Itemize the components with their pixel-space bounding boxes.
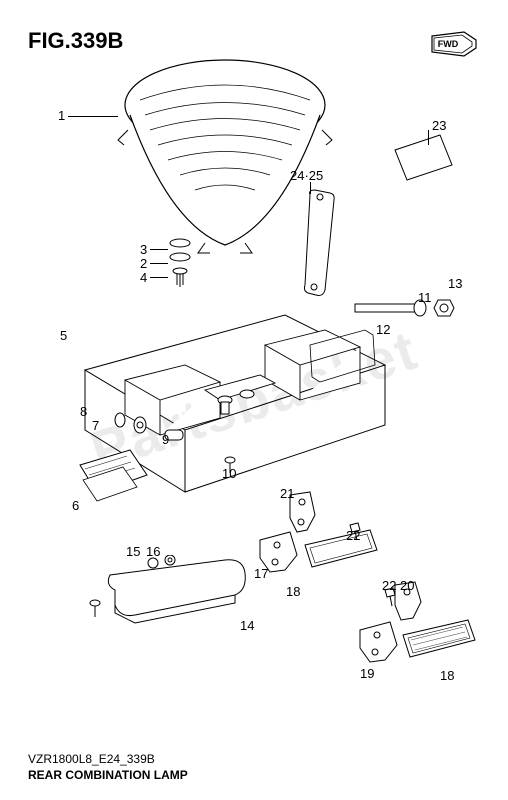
small-parts-789-drawing [110,405,250,475]
callout-5: 5 [60,328,67,343]
callout-20: 20 [400,578,414,593]
callout-21: 21 [280,486,294,501]
fwd-badge: FWD [430,30,478,58]
callout-9: 9 [162,432,169,447]
callout-14: 14 [240,618,254,633]
callout-8: 8 [80,404,87,419]
callout-11: 11 [418,290,432,305]
reflector-23-drawing [390,130,460,190]
callout-6: 6 [72,498,79,513]
callout-2: 2 [140,256,147,271]
bracket-strap-drawing [300,185,370,305]
callout-23: 23 [432,118,446,133]
callout-1: 1 [58,108,65,123]
callout-15: 15 [126,544,140,559]
callout-16: 16 [146,544,160,559]
footer-code: VZR1800L8_E24_339B [28,752,155,766]
callout-4: 4 [140,270,147,285]
callout-10: 10 [222,466,236,481]
bracket-19-drawing [355,580,485,690]
callout-7: 7 [92,418,99,433]
callout-2425: 24·25 [290,168,323,183]
callout-13: 13 [448,276,462,291]
callout-3: 3 [140,242,147,257]
callout-22b: 22 [382,578,396,593]
figure-title: FIG.339B [28,28,123,54]
callout-18b: 18 [440,668,454,683]
callout-17: 17 [254,566,268,581]
svg-text:FWD: FWD [438,39,459,49]
callout-19: 19 [360,666,374,681]
callout-22: 22 [346,528,360,543]
callout-18: 18 [286,584,300,599]
plate-14-drawing [85,555,265,635]
footer-name: REAR COMBINATION LAMP [28,768,188,782]
callout-12: 12 [376,322,390,337]
